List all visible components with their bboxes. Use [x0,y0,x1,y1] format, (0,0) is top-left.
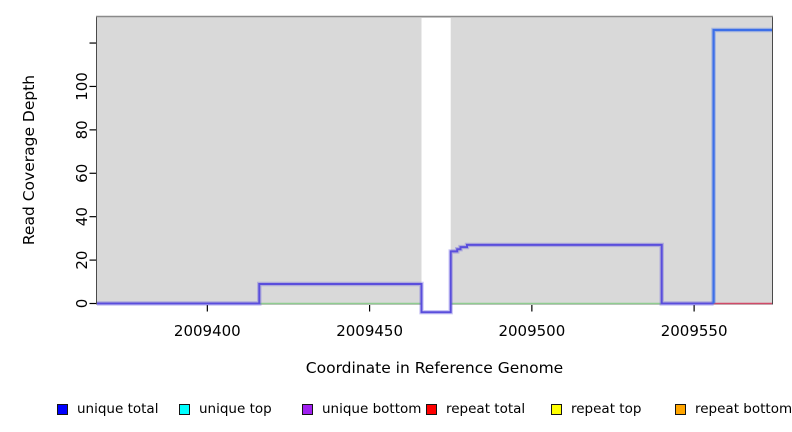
x-axis-title: Coordinate in Reference Genome [305,359,564,377]
y-tick-label: 100 [73,72,91,101]
y-tick-label: 20 [73,251,91,270]
legend-item-repeat-bottom: repeat bottom [675,400,792,418]
legend-swatch-unique-total [57,403,68,415]
legend-item-repeat-top: repeat top [551,400,641,418]
legend-label-repeat-total: repeat total [446,401,526,417]
x-tick-label: 2009500 [498,322,565,340]
legend-item-unique-top: unique top [179,400,272,418]
legend-item-repeat-total: repeat total [426,400,525,418]
legend-label-unique-total: unique total [77,401,159,417]
chart-svg: 2009400 2009450 2009500 2009550 0 20 40 60 80 100 [73,15,773,340]
y-tick-label: 40 [73,207,91,226]
legend-swatch-unique-bottom [302,403,313,415]
legend-item-unique-total: unique total [57,400,158,418]
x-tick-label: 2009400 [174,322,241,340]
legend-swatch-unique-top [179,403,190,415]
y-tick-label: 60 [73,164,91,183]
series-unique-total-line [712,28,772,304]
series-unique-bottom-line [97,243,714,314]
legend-swatch-repeat-top [551,403,562,415]
legend-label-repeat-top: repeat top [571,401,642,417]
y-tick-label: 0 [73,299,91,309]
x-tick-label: 2009450 [336,322,403,340]
legend-swatch-repeat-total [426,403,437,415]
legend-label-repeat-bottom: repeat bottom [695,401,792,417]
legend-swatch-repeat-bottom [675,403,686,415]
legend-item-unique-bottom: unique bottom [302,400,421,418]
legend-label-unique-bottom: unique bottom [322,401,422,417]
coverage-gap-mask [421,18,451,315]
y-axis-title: Read Coverage Depth [20,74,38,246]
legend: unique total unique top unique bottom repea… [0,400,792,424]
y-tick-label: 80 [73,120,91,139]
x-tick-label: 2009550 [661,322,728,340]
legend-label-unique-top: unique top [199,401,272,417]
